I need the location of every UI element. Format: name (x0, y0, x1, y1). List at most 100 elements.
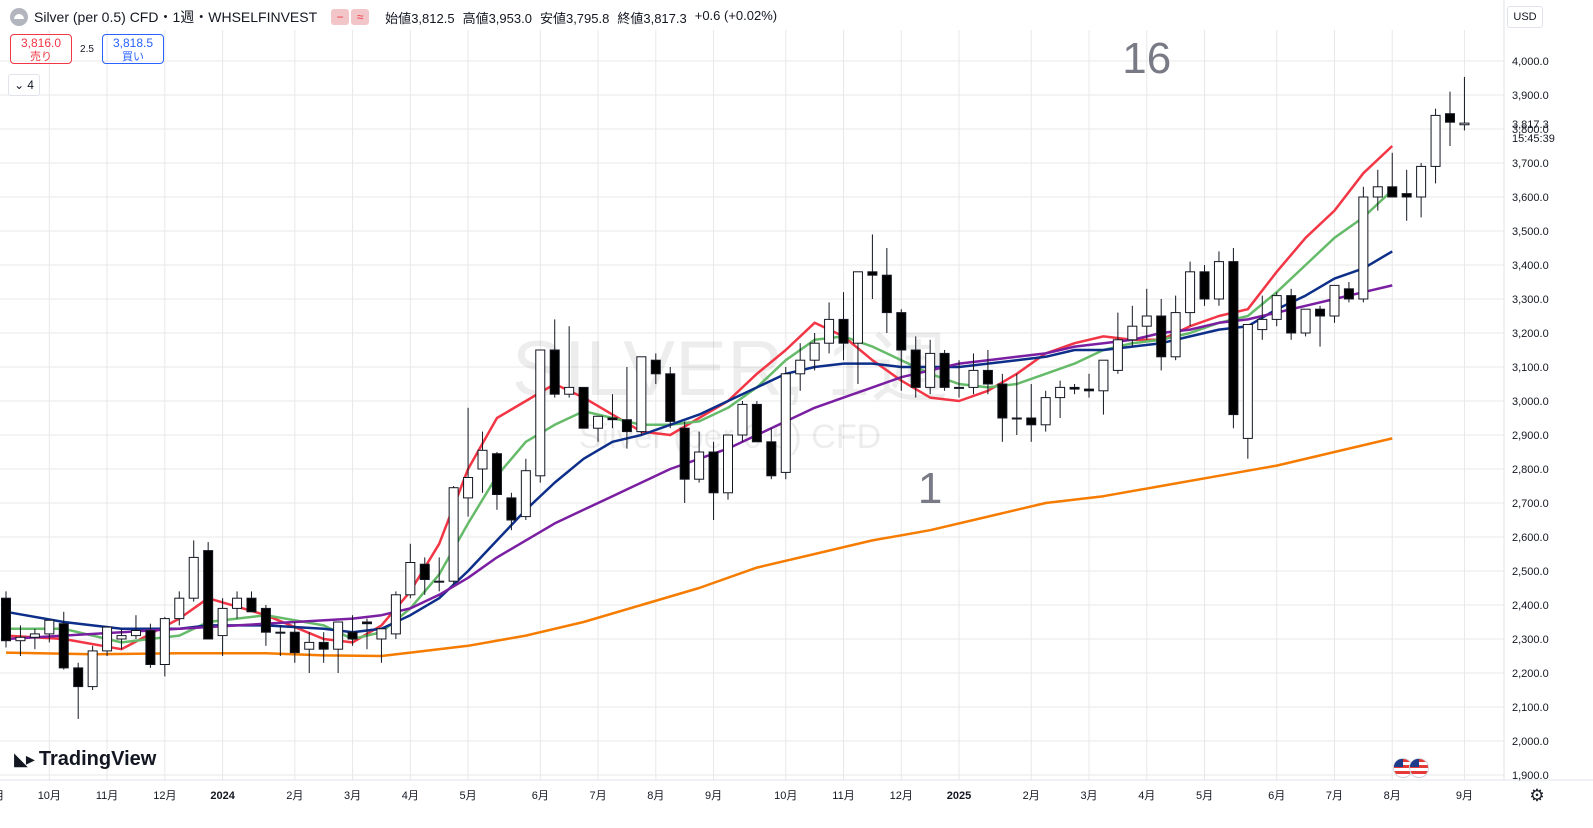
candle-body-down (1315, 308, 1326, 317)
candle (824, 302, 835, 354)
indicator-count: 4 (27, 78, 34, 92)
ma-line-navy (5, 250, 1393, 634)
candle (1242, 324, 1253, 459)
candle-body-down (1387, 186, 1398, 198)
candle-body-up (809, 342, 820, 361)
sell-button[interactable]: 3,816.0 売り (10, 34, 72, 64)
candle-body-down (1069, 386, 1080, 390)
candle-body-down (73, 667, 84, 688)
open-label: 始値 (385, 10, 412, 26)
price-tick-label: 3,100.0 (1512, 362, 1549, 374)
candle-body-down (982, 369, 993, 385)
event-flags[interactable] (1393, 758, 1429, 778)
candle (1228, 248, 1239, 429)
us-flag-icon[interactable] (1409, 758, 1429, 778)
price-tick-label: 3,800.0 (1512, 124, 1549, 136)
candle-body-up (593, 415, 604, 429)
candle (939, 350, 950, 391)
candle (73, 662, 84, 719)
candle-body-down (1026, 417, 1037, 426)
candle (1127, 305, 1138, 347)
candle (130, 615, 141, 639)
approx-badge[interactable]: ≈ (351, 9, 370, 25)
candle-body-down (650, 359, 661, 375)
candle-body-down (881, 274, 892, 314)
candle (564, 326, 575, 398)
candle (448, 486, 459, 585)
candle (376, 628, 387, 663)
candle (1416, 163, 1427, 218)
time-axis[interactable]: 月 10月 11月 12月 2024 2月 3月 4月 5月 6月 7月 8月 9月 10月 11月 12月 2… (0, 790, 1473, 802)
time-tick-label: 2025 (947, 790, 971, 802)
candle-body-up (1242, 324, 1253, 439)
candle (852, 271, 863, 384)
close-value: 3,817.3 (643, 10, 687, 26)
us-flag-icon[interactable] (1393, 758, 1413, 778)
time-tick-label: 7月 (1326, 790, 1343, 802)
candle (593, 415, 604, 442)
time-tick-label: 月 (0, 790, 4, 802)
candle (1387, 152, 1398, 198)
tradingview-logo-text: TradingView (38, 748, 157, 770)
minus-badge[interactable]: − (331, 9, 350, 25)
candle-body-up (1055, 386, 1066, 399)
price-tick-label: 1,900.0 (1512, 770, 1549, 782)
candle-body-down (1199, 271, 1210, 300)
indicators-toggle-button[interactable]: ⌄ 4 (8, 74, 40, 96)
candle (102, 626, 113, 656)
currency-selector[interactable]: USD (1507, 6, 1543, 28)
candle-body-up (130, 630, 141, 637)
header-badges: − ≈ (331, 9, 371, 25)
candle-body-up (15, 636, 26, 642)
candle-body-down (1401, 193, 1412, 198)
price-tick-label: 2,700.0 (1512, 498, 1549, 510)
high-label: 高値 (462, 10, 489, 26)
buy-button[interactable]: 3,818.5 買い (102, 34, 164, 64)
gear-icon[interactable]: ⚙ (1529, 786, 1545, 805)
candle-body-down (58, 623, 69, 669)
candle-body-down (246, 597, 257, 613)
candle (1271, 292, 1282, 327)
candle-body-down (347, 631, 358, 640)
candle (881, 248, 892, 333)
candle-body-up (477, 449, 488, 470)
candle (1286, 288, 1297, 340)
price-axis[interactable]: 1,900.0 2,000.0 2,100.0 2,200.0 2,300.0 2,400… (1512, 56, 1549, 782)
candle (1069, 384, 1080, 395)
candle (246, 591, 257, 613)
trade-panel: 3,816.0 売り 2.5 3,818.5 買い (10, 34, 164, 64)
low-value: 3,795.8 (565, 10, 610, 26)
candle-body-up (968, 369, 979, 388)
candle-body-down (362, 621, 372, 625)
symbol-title[interactable]: Silver (per 0.5) CFD・1週・WHSELFINVEST (34, 9, 318, 25)
candle (145, 623, 156, 668)
buy-price: 3,818.5 (112, 36, 154, 50)
candle (1156, 299, 1167, 371)
candle (1011, 373, 1022, 435)
candle-body-up (780, 373, 791, 473)
tradingview-logo[interactable]: ◣▸ TradingView (14, 748, 156, 771)
candle-body-up (174, 597, 185, 620)
ma-line-orange (5, 437, 1393, 658)
candle-body-down (1, 597, 11, 642)
candle (463, 407, 474, 517)
time-tick-label: 9月 (705, 790, 722, 802)
change-value: +0.6 (+0.02%) (694, 7, 778, 23)
candle-body-up (737, 403, 748, 436)
candle-body-up (1185, 271, 1196, 314)
candle-body-down (910, 349, 921, 388)
candle (405, 543, 416, 599)
price-tick-label: 3,900.0 (1512, 90, 1549, 102)
price-tick-label: 2,900.0 (1512, 430, 1549, 442)
price-tick-label: 3,600.0 (1512, 192, 1549, 204)
candle (477, 431, 488, 493)
candle-body-up (116, 635, 127, 640)
candle-body-up (636, 356, 647, 433)
price-tick-label: 2,600.0 (1512, 532, 1549, 544)
candle (578, 386, 589, 429)
time-tick-label: 2024 (210, 790, 235, 802)
tradingview-logo-icon: ◣▸ (14, 749, 35, 769)
candle-body-up (824, 318, 835, 344)
candle-body-up (159, 618, 170, 665)
